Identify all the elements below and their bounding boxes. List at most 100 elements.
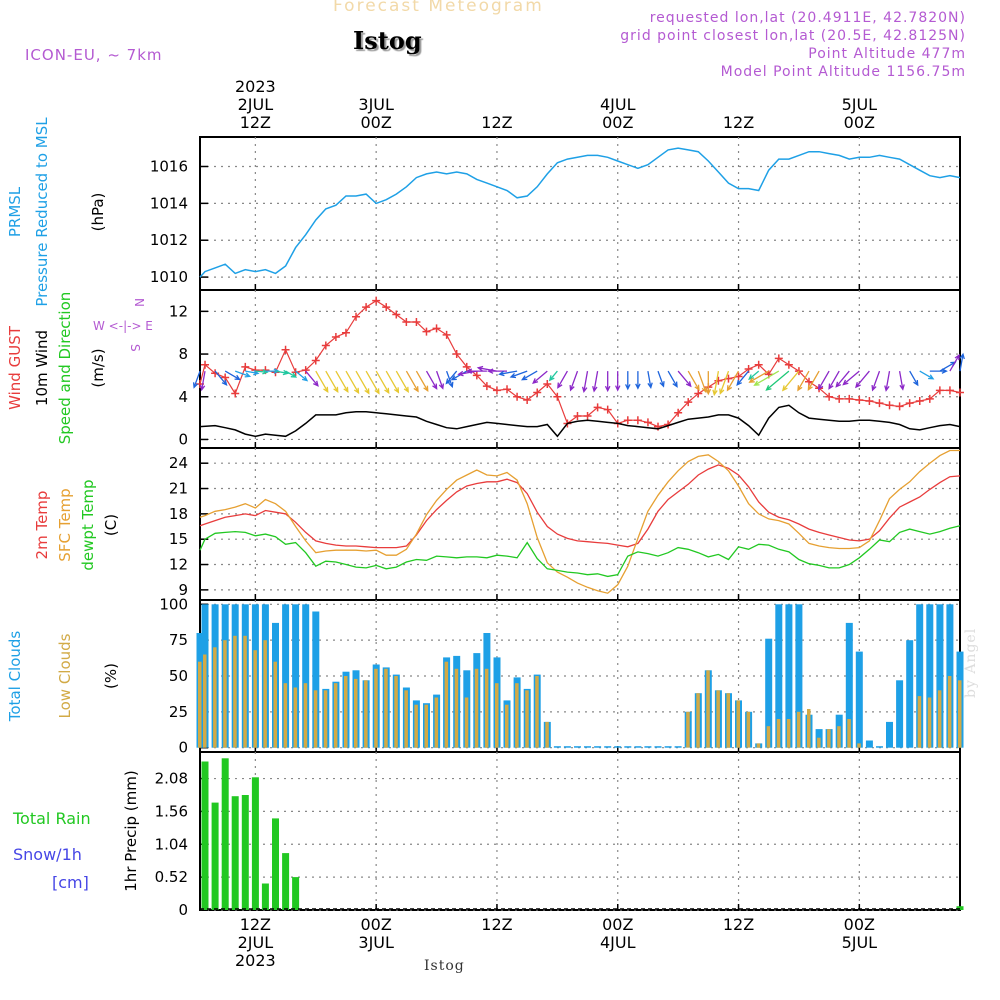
- low-cloud-bar: [464, 697, 469, 748]
- dewpt-label: dewpt Temp: [79, 479, 97, 570]
- low-cloud-bar: [796, 711, 801, 748]
- y-tick-label: 21: [169, 480, 188, 498]
- product-title: Forecast Meteogram: [333, 0, 544, 16]
- wind-arrow: [842, 370, 860, 386]
- precip-bar: [201, 761, 209, 910]
- wind-arrow: [365, 370, 380, 395]
- gust-marker: [362, 303, 371, 312]
- sfc-temp-line: [199, 449, 960, 594]
- low-clouds-label: Low Clouds: [56, 633, 74, 718]
- wind-arrow: [487, 368, 507, 374]
- wind-speed-dir-label: Speed and Direction: [56, 292, 74, 445]
- top-hour-label: 12Z: [240, 113, 271, 132]
- wind-arrow: [604, 371, 611, 393]
- gust-marker: [643, 418, 652, 427]
- wind-arrow: [335, 370, 349, 394]
- wind-arrow: [898, 370, 905, 391]
- gust-marker: [311, 356, 320, 365]
- low-cloud-bar: [776, 719, 781, 748]
- panel-frame: [199, 447, 961, 601]
- y-tick-label: 25: [169, 703, 188, 721]
- gust-marker: [905, 399, 914, 408]
- bottom-hour-label: 00Z: [844, 915, 875, 934]
- wind-arrow: [192, 370, 201, 389]
- low-cloud-bar: [505, 704, 509, 748]
- panel-2: 0 4 8 12: [169, 289, 961, 449]
- wind-arrow: [949, 353, 960, 372]
- gust-marker: [825, 392, 834, 401]
- prmsl-unit-label: (hPa): [89, 193, 107, 232]
- low-cloud-bar: [857, 743, 861, 748]
- wind-arrow: [667, 370, 678, 388]
- low-cloud-bar: [354, 678, 358, 748]
- low-cloud-bar: [253, 650, 257, 748]
- gust-marker: [341, 328, 350, 337]
- top-date-label: 5JUL: [842, 95, 878, 114]
- wind-arrow: [405, 370, 419, 393]
- bottom-hour-label: 12Z: [481, 915, 512, 934]
- gust-marker: [392, 310, 401, 319]
- wind-arrow: [450, 370, 468, 381]
- compass-we: W <-|-> E: [93, 319, 153, 333]
- total-cloud-bar: [845, 622, 853, 748]
- wind-arrow: [285, 370, 298, 378]
- gust-marker: [633, 416, 642, 425]
- precip-bars: [201, 758, 964, 910]
- total-cloud-bar: [654, 746, 662, 748]
- requested-location: requested lon,lat (20.4911E, 42.7820N): [649, 10, 966, 26]
- low-cloud-bar: [454, 668, 459, 748]
- gust-marker: [925, 394, 934, 403]
- y-tick-label: 1.56: [155, 802, 188, 820]
- gust-marker: [845, 394, 854, 403]
- total-cloud-bar: [553, 746, 561, 748]
- total-cloud-bar: [614, 746, 622, 748]
- wind-arrow: [305, 370, 319, 387]
- prmsl-label: PRMSL: [6, 186, 24, 237]
- top-date-label: 4JUL: [600, 95, 636, 114]
- precip-bar: [272, 818, 279, 910]
- wind-arrow: [435, 370, 445, 390]
- y-tick-label: 100: [159, 595, 188, 613]
- low-cloud-bar: [323, 690, 328, 748]
- gust-marker: [533, 388, 542, 397]
- wind-arrow: [295, 370, 309, 382]
- wind-arrow: [753, 370, 780, 386]
- panel-frame: [199, 289, 961, 449]
- wind-arrow: [909, 370, 919, 387]
- wind-arrow: [748, 370, 770, 383]
- low-cloud-bar: [333, 683, 338, 748]
- total-rain-label: Total Rain: [12, 809, 91, 828]
- wind-arrow: [581, 370, 589, 394]
- low-cloud-bar: [746, 711, 751, 748]
- precip-bar: [282, 853, 290, 910]
- gust-marker: [281, 345, 290, 354]
- grid-point-location: grid point closest lon,lat (20.5E, 42.81…: [620, 28, 966, 44]
- low-cloud-bar: [515, 683, 519, 748]
- low-cloud-bar: [726, 693, 730, 748]
- y-tick-label: 18: [169, 505, 188, 523]
- wind-arrow: [855, 370, 870, 389]
- prmsl-sub-label: Pressure Reduced to MSL: [33, 117, 51, 307]
- low-cloud-bar: [937, 690, 942, 748]
- wind-arrow: [224, 370, 241, 381]
- low-cloud-bar: [424, 704, 428, 748]
- wind-arrow: [705, 371, 712, 396]
- temp-unit-label: (C): [102, 514, 120, 536]
- low-cloud-bar: [525, 690, 529, 748]
- y-tick-label: 0: [178, 739, 188, 757]
- sfc-temp-label: SFC Temp: [56, 488, 74, 561]
- low-cloud-bar: [495, 683, 499, 748]
- wind-arrow: [719, 370, 730, 395]
- gust-marker: [895, 402, 904, 411]
- y-tick-label: 0: [178, 430, 188, 448]
- gust-marker: [684, 398, 693, 407]
- y-tick-label: 1016: [150, 157, 188, 175]
- low-cloud-bar: [958, 680, 962, 748]
- low-cloud-bar: [313, 690, 318, 748]
- low-cloud-bar: [198, 661, 202, 748]
- low-cloud-bar: [283, 683, 288, 748]
- low-cloud-bar: [414, 704, 418, 748]
- precip-bar: [221, 758, 229, 910]
- gust-marker: [553, 392, 562, 401]
